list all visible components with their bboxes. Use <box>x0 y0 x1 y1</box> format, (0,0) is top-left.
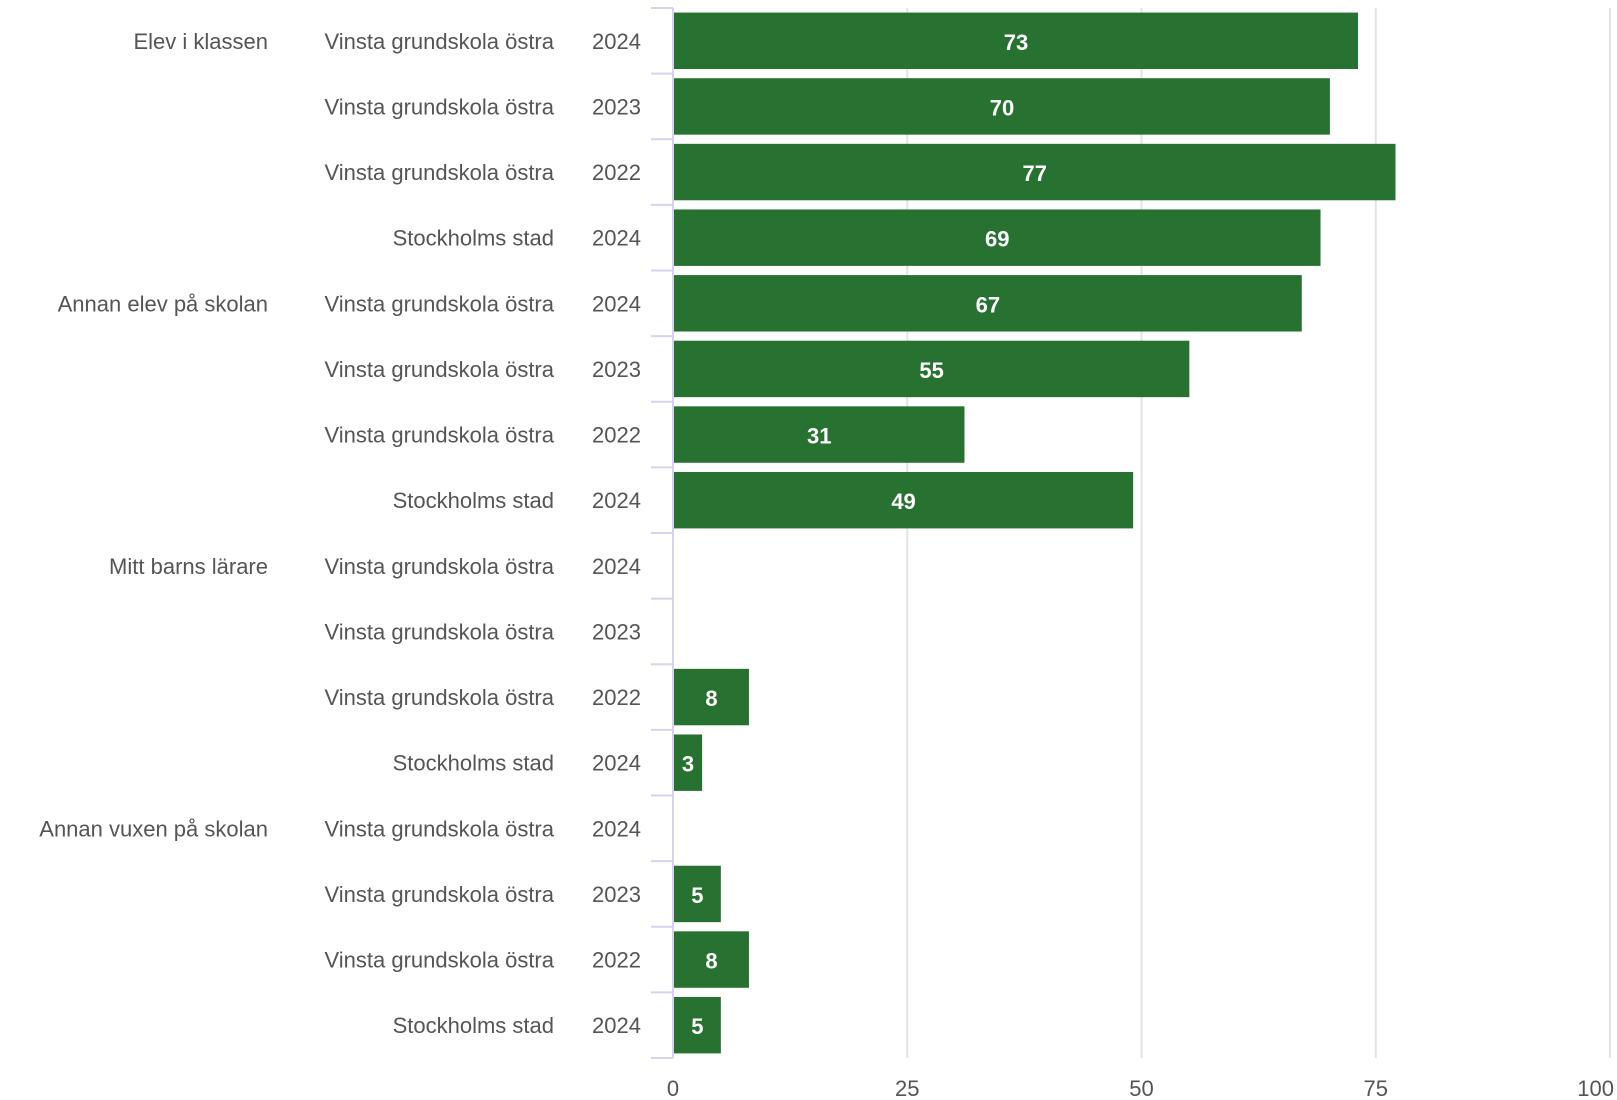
year-label: 2024 <box>592 554 641 579</box>
unit-label: Vinsta grundskola östra <box>324 685 554 710</box>
year-label: 2024 <box>592 751 641 776</box>
unit-label: Vinsta grundskola östra <box>324 423 554 448</box>
year-label: 2022 <box>592 160 641 185</box>
bar <box>674 865 721 923</box>
group-label: Mitt barns lärare <box>109 554 268 579</box>
data-label: 49 <box>891 489 915 514</box>
data-label: 55 <box>919 358 943 383</box>
data-label: 8 <box>705 949 717 974</box>
unit-label: Vinsta grundskola östra <box>324 816 554 841</box>
bar <box>674 275 1302 332</box>
data-label: 3 <box>682 752 694 777</box>
x-tick-label: 50 <box>1129 1076 1153 1100</box>
x-tick-label: 100 <box>1577 1076 1614 1100</box>
year-label: 2023 <box>592 94 641 119</box>
bar <box>674 471 1134 529</box>
data-label: 31 <box>807 424 831 449</box>
bar <box>674 12 1359 70</box>
unit-label: Vinsta grundskola östra <box>324 619 554 644</box>
x-tick-label: 25 <box>895 1076 919 1100</box>
bar <box>674 931 749 988</box>
data-label: 8 <box>705 686 717 711</box>
unit-label: Stockholms stad <box>393 1013 554 1038</box>
unit-label: Stockholms stad <box>393 751 554 776</box>
year-label: 2023 <box>592 882 641 907</box>
x-tick-label: 0 <box>667 1076 679 1100</box>
year-label: 2023 <box>592 619 641 644</box>
year-label: 2024 <box>592 816 641 841</box>
year-label: 2024 <box>592 1013 641 1038</box>
unit-label: Vinsta grundskola östra <box>324 554 554 579</box>
data-label: 77 <box>1023 161 1047 186</box>
bars: 73 70 77 69 67 55 31 49 8 3 5 8 5 <box>674 12 1396 1054</box>
year-label: 2022 <box>592 685 641 710</box>
unit-label: Vinsta grundskola östra <box>324 291 554 316</box>
year-label: 2024 <box>592 291 641 316</box>
bar <box>674 996 721 1054</box>
bar <box>674 340 1190 398</box>
x-tick-labels: 0 25 50 75 100 <box>667 1076 1614 1100</box>
unit-label: Vinsta grundskola östra <box>324 94 554 119</box>
bar <box>674 143 1396 201</box>
unit-label: Vinsta grundskola östra <box>324 357 554 382</box>
bar <box>674 734 703 791</box>
group-label: Elev i klassen <box>133 29 268 54</box>
unit-label: Stockholms stad <box>393 488 554 513</box>
group-label: Annan vuxen på skolan <box>39 816 268 841</box>
data-label: 70 <box>990 95 1014 120</box>
bar <box>674 406 965 463</box>
unit-label: Stockholms stad <box>393 226 554 251</box>
year-label: 2024 <box>592 29 641 54</box>
year-label: 2023 <box>592 357 641 382</box>
data-label: 69 <box>985 227 1009 252</box>
bar <box>674 668 749 726</box>
year-label: 2024 <box>592 226 641 251</box>
unit-label: Vinsta grundskola östra <box>324 29 554 54</box>
bar <box>674 78 1330 135</box>
data-label: 5 <box>691 1014 703 1039</box>
bar <box>674 209 1321 266</box>
category-labels: 2024 Vinsta grundskola östra Elev i klasse… <box>39 29 641 1038</box>
unit-label: Vinsta grundskola östra <box>324 160 554 185</box>
data-label: 73 <box>1004 30 1028 55</box>
unit-label: Vinsta grundskola östra <box>324 882 554 907</box>
category-axis <box>651 7 674 1059</box>
unit-label: Vinsta grundskola östra <box>324 948 554 973</box>
data-label: 5 <box>691 883 703 908</box>
year-label: 2024 <box>592 488 641 513</box>
x-tick-label: 75 <box>1364 1076 1388 1100</box>
data-label: 67 <box>976 292 1000 317</box>
group-label: Annan elev på skolan <box>58 291 268 316</box>
year-label: 2022 <box>592 948 641 973</box>
year-label: 2022 <box>592 423 641 448</box>
